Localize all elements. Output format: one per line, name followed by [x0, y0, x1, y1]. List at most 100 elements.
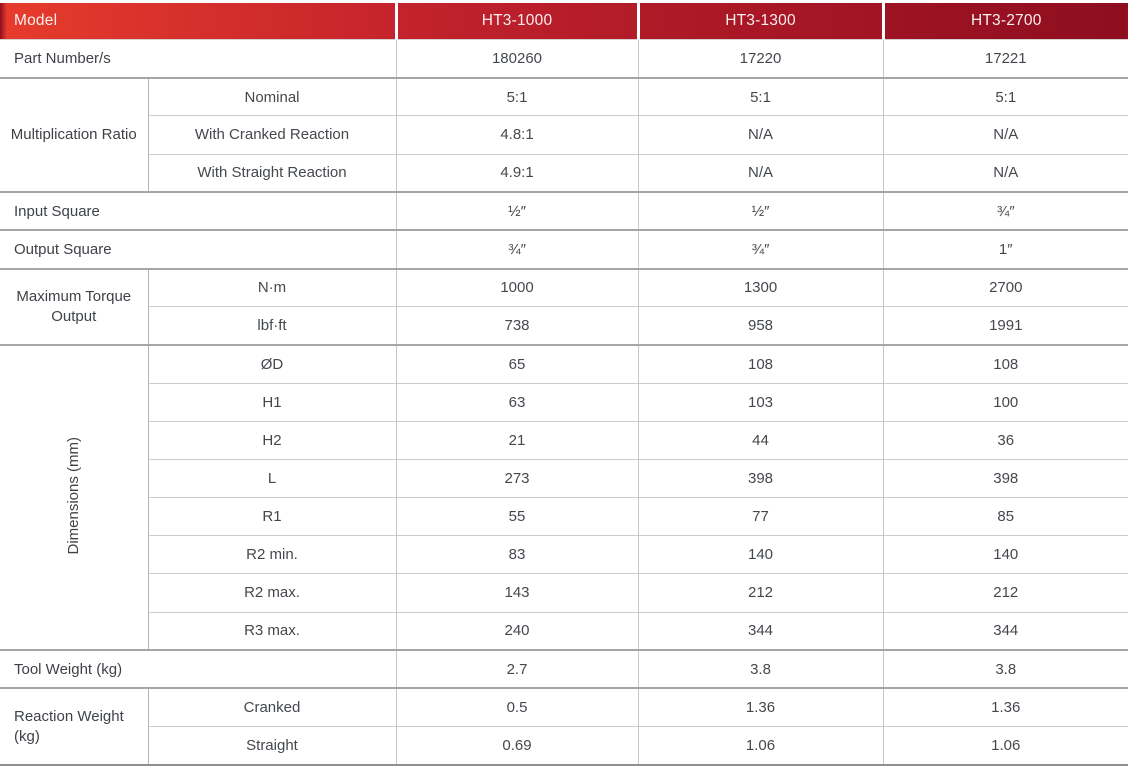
- dim-r1-value-2: 77: [637, 497, 883, 536]
- model-header-cell: Model: [0, 0, 396, 40]
- multiplication-ratio-group-label: Multiplication Ratio: [0, 76, 148, 193]
- reaction-cranked-label: Cranked: [147, 687, 396, 727]
- row-dim-r3max: R3 max. 240 344 344: [0, 611, 1128, 651]
- dim-h1-value-3: 100: [882, 382, 1128, 422]
- output-square-value-3: 1″: [882, 229, 1128, 269]
- column-header-ht3-1000: HT3-1000: [394, 0, 638, 40]
- reaction-cranked-value-3: 1.36: [882, 687, 1128, 727]
- column-header-ht3-1300: HT3-1300: [636, 0, 883, 40]
- torque-nm-value-1: 1000: [395, 267, 638, 307]
- dim-h2-value-3: 36: [882, 420, 1128, 460]
- dim-h2-label: H2: [147, 420, 396, 460]
- dim-r2min-value-1: 83: [395, 535, 638, 574]
- dimensions-group-label: Dimensions (mm): [0, 343, 148, 651]
- input-square-value-2: ½″: [637, 191, 883, 231]
- dim-d-value-2: 108: [637, 343, 883, 384]
- input-square-label: Input Square: [0, 191, 396, 231]
- ratio-straight-label: With Straight Reaction: [147, 153, 396, 193]
- torque-lbfft-value-1: 738: [395, 306, 638, 345]
- dim-d-value-3: 108: [882, 343, 1128, 384]
- tool-weight-value-3: 3.8: [882, 649, 1128, 689]
- dim-r2max-label: R2 max.: [147, 573, 396, 613]
- torque-nm-label: N·m: [147, 267, 396, 307]
- tool-weight-value-1: 2.7: [395, 649, 638, 689]
- dimensions-group-text: Dimensions (mm): [65, 436, 83, 555]
- row-ratio-cranked: With Cranked Reaction 4.8:1 N/A N/A: [0, 115, 1128, 155]
- row-reaction-straight: Straight 0.69 1.06 1.06: [0, 726, 1128, 765]
- dim-r2min-value-3: 140: [882, 535, 1128, 574]
- part-number-value-3: 17221: [882, 38, 1128, 78]
- reaction-cranked-value-1: 0.5: [395, 687, 638, 727]
- row-input-square: Input Square ½″ ½″ ¾″: [0, 191, 1128, 231]
- reaction-straight-value-3: 1.06: [882, 726, 1128, 765]
- dim-r2max-value-1: 143: [395, 573, 638, 613]
- dim-l-label: L: [147, 458, 396, 498]
- dim-r1-value-1: 55: [395, 497, 638, 536]
- row-torque-nm: Maximum Torque Output N·m 1000 1300 2700: [0, 267, 1128, 345]
- reaction-straight-label: Straight: [147, 726, 396, 765]
- row-tool-weight: Tool Weight (kg) 2.7 3.8 3.8: [0, 649, 1128, 689]
- dim-r2max-value-2: 212: [637, 573, 883, 613]
- reaction-straight-value-1: 0.69: [395, 726, 638, 765]
- ratio-nominal-label: Nominal: [147, 76, 396, 116]
- row-reaction-cranked: Reaction Weight (kg) Cranked 0.5 1.36 1.…: [0, 687, 1128, 765]
- ratio-straight-value-2: N/A: [637, 153, 883, 193]
- dim-h2-value-2: 44: [637, 420, 883, 460]
- dim-l-value-3: 398: [882, 458, 1128, 498]
- dim-r3max-value-1: 240: [395, 611, 638, 651]
- part-number-label: Part Number/s: [0, 38, 396, 78]
- ratio-cranked-label: With Cranked Reaction: [147, 115, 396, 155]
- reaction-cranked-value-2: 1.36: [637, 687, 883, 727]
- ratio-nominal-value-2: 5:1: [637, 76, 883, 116]
- output-square-label: Output Square: [0, 229, 396, 269]
- torque-lbfft-value-2: 958: [637, 306, 883, 345]
- dim-r3max-value-3: 344: [882, 611, 1128, 651]
- row-dim-h2: H2 21 44 36: [0, 420, 1128, 460]
- ratio-nominal-value-3: 5:1: [882, 76, 1128, 116]
- input-square-value-3: ¾″: [882, 191, 1128, 231]
- row-dim-r2min: R2 min. 83 140 140: [0, 535, 1128, 574]
- ratio-cranked-value-3: N/A: [882, 115, 1128, 155]
- max-torque-group-label: Maximum Torque Output: [0, 267, 148, 345]
- dim-r3max-label: R3 max.: [147, 611, 396, 651]
- ratio-cranked-value-1: 4.8:1: [395, 115, 638, 155]
- dim-h1-label: H1: [147, 382, 396, 422]
- ratio-nominal-value-1: 5:1: [395, 76, 638, 116]
- torque-lbfft-value-3: 1991: [882, 306, 1128, 345]
- reaction-straight-value-2: 1.06: [637, 726, 883, 765]
- row-dim-h1: H1 63 103 100: [0, 382, 1128, 422]
- output-square-value-2: ¾″: [637, 229, 883, 269]
- row-ratio-straight: With Straight Reaction 4.9:1 N/A N/A: [0, 153, 1128, 193]
- dim-r3max-value-2: 344: [637, 611, 883, 651]
- dim-l-value-2: 398: [637, 458, 883, 498]
- part-number-value-2: 17220: [637, 38, 883, 78]
- row-output-square: Output Square ¾″ ¾″ 1″: [0, 229, 1128, 269]
- dim-r1-value-3: 85: [882, 497, 1128, 536]
- row-torque-lbfft: lbf·ft 738 958 1991: [0, 306, 1128, 345]
- tool-weight-value-2: 3.8: [637, 649, 883, 689]
- dim-h2-value-1: 21: [395, 420, 638, 460]
- header-row: Model HT3-1000 HT3-1300 HT3-2700: [0, 0, 1128, 40]
- dim-r2min-label: R2 min.: [147, 535, 396, 574]
- torque-lbfft-label: lbf·ft: [147, 306, 396, 345]
- reaction-weight-group-label: Reaction Weight (kg): [0, 687, 148, 765]
- ratio-straight-value-1: 4.9:1: [395, 153, 638, 193]
- column-header-ht3-2700: HT3-2700: [881, 0, 1128, 40]
- dim-h1-value-1: 63: [395, 382, 638, 422]
- tool-weight-label: Tool Weight (kg): [0, 649, 396, 689]
- row-ratio-nominal: Multiplication Ratio Nominal 5:1 5:1 5:1: [0, 76, 1128, 193]
- torque-nm-value-2: 1300: [637, 267, 883, 307]
- dim-d-label: ØD: [147, 343, 396, 384]
- dim-r2max-value-3: 212: [882, 573, 1128, 613]
- dim-h1-value-2: 103: [637, 382, 883, 422]
- dim-r1-label: R1: [147, 497, 396, 536]
- output-square-value-1: ¾″: [395, 229, 638, 269]
- dim-r2min-value-2: 140: [637, 535, 883, 574]
- dim-d-value-1: 65: [395, 343, 638, 384]
- part-number-value-1: 180260: [395, 38, 638, 78]
- input-square-value-1: ½″: [395, 191, 638, 231]
- row-dim-l: L 273 398 398: [0, 458, 1128, 498]
- row-dim-r1: R1 55 77 85: [0, 497, 1128, 536]
- row-part-number: Part Number/s 180260 17220 17221: [0, 38, 1128, 78]
- ratio-cranked-value-2: N/A: [637, 115, 883, 155]
